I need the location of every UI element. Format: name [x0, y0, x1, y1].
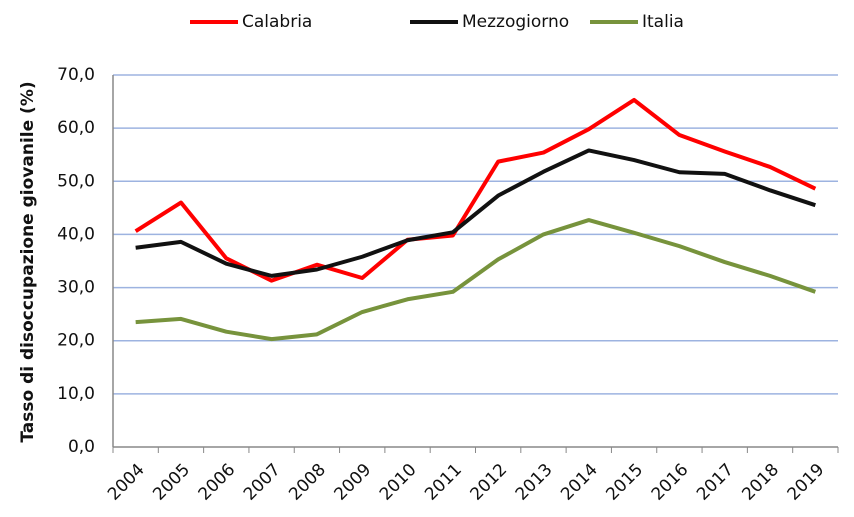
y-axis-label: Tasso di disoccupazione giovanile (%) — [18, 81, 38, 442]
y-tick-label: 10,0 — [57, 384, 95, 404]
x-tick-label: 2011 — [421, 460, 466, 505]
x-tick-label: 2018 — [738, 460, 783, 505]
y-tick-label: 70,0 — [57, 65, 95, 85]
x-tick-label: 2017 — [693, 460, 738, 505]
y-tick-label: 50,0 — [57, 171, 95, 191]
x-tick-label: 2007 — [240, 460, 285, 505]
y-tick-label: 60,0 — [57, 118, 95, 138]
line-series — [135, 218, 817, 342]
line-series — [135, 148, 816, 278]
legend-label: Italia — [642, 12, 684, 32]
x-tick-label: 2005 — [149, 460, 194, 505]
x-tick-label: 2006 — [195, 460, 240, 505]
x-tick-label: 2004 — [104, 460, 149, 505]
x-tick-label: 2010 — [376, 460, 421, 505]
legend-label: Mezzogiorno — [462, 12, 569, 32]
x-tick-label: 2016 — [648, 460, 693, 505]
line-series — [134, 97, 817, 283]
y-tick-label: 20,0 — [57, 331, 95, 351]
y-tick-label: 0,0 — [68, 437, 95, 457]
x-tick-label: 2009 — [331, 460, 376, 505]
legend-label: Calabria — [242, 12, 312, 32]
x-tick-label: 2008 — [285, 460, 330, 505]
x-tick-label: 2019 — [784, 460, 829, 505]
x-tick-label: 2012 — [466, 460, 511, 505]
y-tick-label: 30,0 — [57, 278, 95, 298]
x-tick-label: 2013 — [512, 460, 557, 505]
x-tick-label: 2015 — [602, 460, 647, 505]
y-tick-label: 40,0 — [57, 224, 95, 244]
x-tick-label: 2014 — [557, 460, 602, 505]
